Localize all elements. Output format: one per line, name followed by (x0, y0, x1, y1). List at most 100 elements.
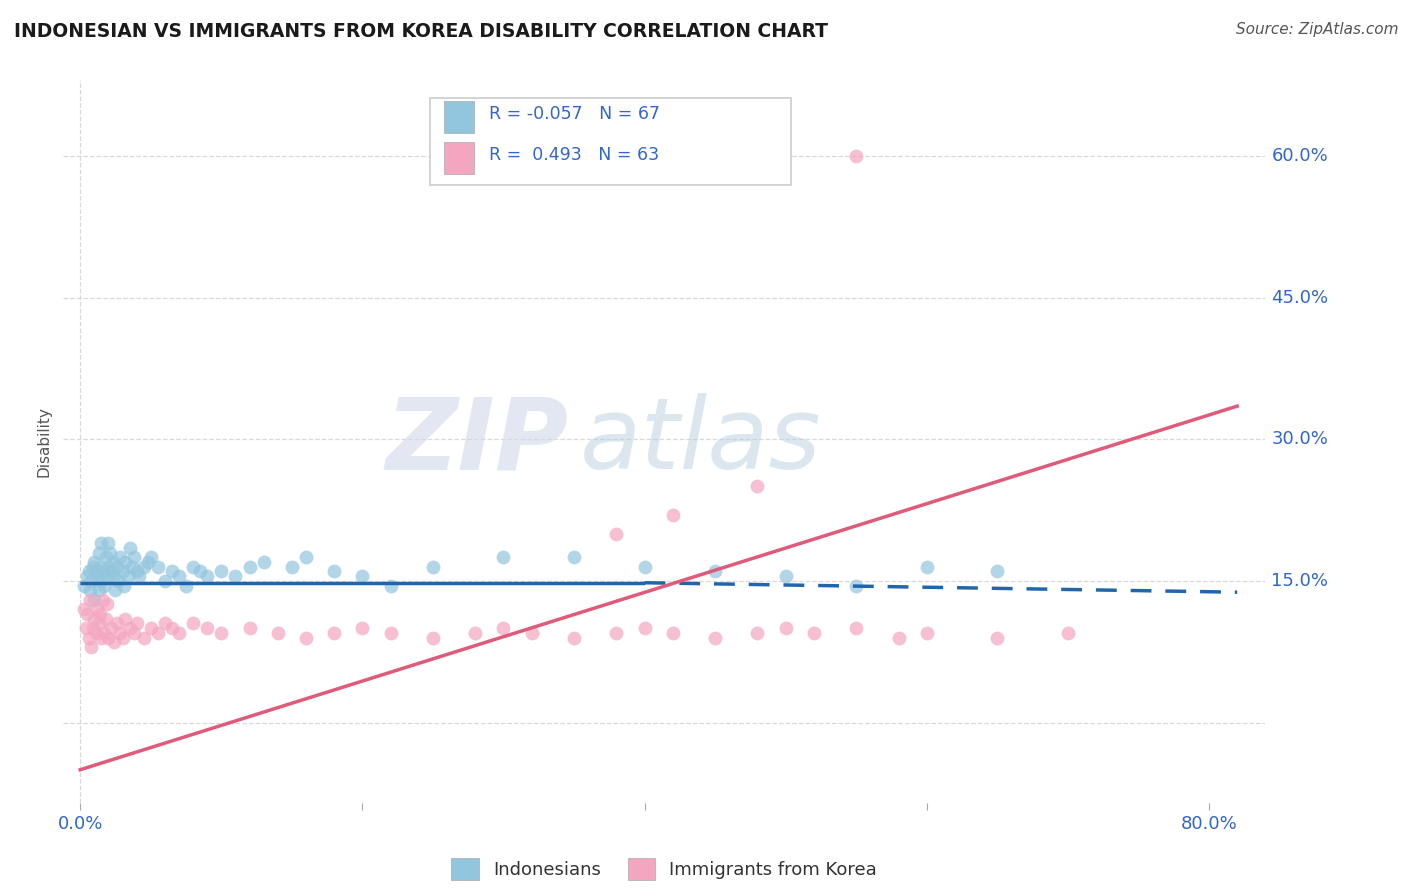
Point (562, 631, 585, 645)
Point (986, 631, 1008, 645)
FancyBboxPatch shape (430, 98, 790, 185)
Point (86, 569, 108, 583)
Point (380, 578, 402, 592)
Point (114, 612, 136, 626)
Point (605, 625, 627, 640)
Point (104, 583, 127, 598)
Point (132, 631, 155, 645)
Point (83, 592, 105, 607)
Point (108, 550, 131, 565)
Point (86, 602, 108, 616)
Point (520, 625, 543, 640)
Point (118, 621, 141, 635)
Point (181, 616, 204, 631)
Point (87, 545, 110, 559)
Point (132, 559, 155, 574)
Point (146, 625, 169, 640)
Point (77, 565, 100, 579)
Point (562, 550, 585, 565)
Point (704, 565, 727, 579)
Point (122, 625, 145, 640)
Point (267, 625, 290, 640)
Point (352, 621, 374, 635)
Point (986, 565, 1008, 579)
Text: R =  0.493   N = 63: R = 0.493 N = 63 (489, 146, 659, 164)
Point (89, 559, 111, 574)
Point (295, 550, 318, 565)
Point (98, 545, 121, 559)
Point (845, 149, 868, 163)
Point (121, 559, 143, 574)
Point (105, 559, 128, 574)
Point (82, 621, 104, 635)
Point (97, 631, 120, 645)
Y-axis label: Disability: Disability (37, 406, 52, 477)
Point (195, 569, 218, 583)
Point (188, 565, 211, 579)
Point (136, 555, 159, 569)
Legend: Indonesians, Immigrants from Korea: Indonesians, Immigrants from Korea (444, 851, 884, 888)
Point (93, 625, 115, 640)
Point (103, 635, 125, 649)
Point (103, 569, 125, 583)
Point (380, 625, 402, 640)
Point (83, 612, 105, 626)
Point (84, 565, 107, 579)
Point (73, 578, 96, 592)
Point (224, 569, 246, 583)
Point (125, 565, 148, 579)
Point (195, 621, 218, 635)
Point (1057, 625, 1080, 640)
Point (492, 550, 515, 565)
Point (139, 621, 162, 635)
Text: 30.0%: 30.0% (1271, 430, 1329, 448)
Text: atlas: atlas (581, 393, 823, 490)
Point (90, 574, 112, 588)
Point (89, 607, 111, 621)
Point (209, 565, 232, 579)
Point (139, 550, 162, 565)
Point (153, 574, 176, 588)
Text: ZIP: ZIP (385, 393, 568, 490)
Point (238, 559, 260, 574)
Text: INDONESIAN VS IMMIGRANTS FROM KOREA DISABILITY CORRELATION CHART: INDONESIAN VS IMMIGRANTS FROM KOREA DISA… (14, 22, 828, 41)
Point (887, 631, 910, 645)
Point (100, 621, 122, 635)
Point (94, 612, 117, 626)
Point (79, 583, 101, 598)
Point (118, 541, 141, 555)
Point (704, 631, 727, 645)
Point (747, 479, 769, 493)
Point (422, 631, 444, 645)
Point (845, 578, 868, 592)
Point (122, 550, 145, 565)
Point (160, 565, 183, 579)
Point (323, 625, 346, 640)
Point (281, 559, 304, 574)
Point (111, 565, 134, 579)
Point (87, 583, 110, 598)
Point (125, 616, 148, 631)
Point (352, 569, 374, 583)
Point (93, 578, 115, 592)
Point (96, 569, 118, 583)
Bar (444, 101, 474, 133)
Point (915, 625, 938, 640)
Point (253, 555, 276, 569)
Text: 45.0%: 45.0% (1271, 288, 1329, 307)
Text: 60.0%: 60.0% (1271, 147, 1329, 165)
Point (775, 621, 797, 635)
Point (117, 569, 139, 583)
Point (209, 625, 232, 640)
Point (605, 526, 627, 541)
Point (323, 565, 346, 579)
Text: Source: ZipAtlas.com: Source: ZipAtlas.com (1236, 22, 1399, 37)
Point (775, 569, 797, 583)
Point (662, 508, 685, 522)
Point (73, 602, 96, 616)
Point (167, 569, 190, 583)
Point (167, 625, 190, 640)
Point (111, 631, 134, 645)
Point (422, 559, 444, 574)
Point (108, 625, 131, 640)
